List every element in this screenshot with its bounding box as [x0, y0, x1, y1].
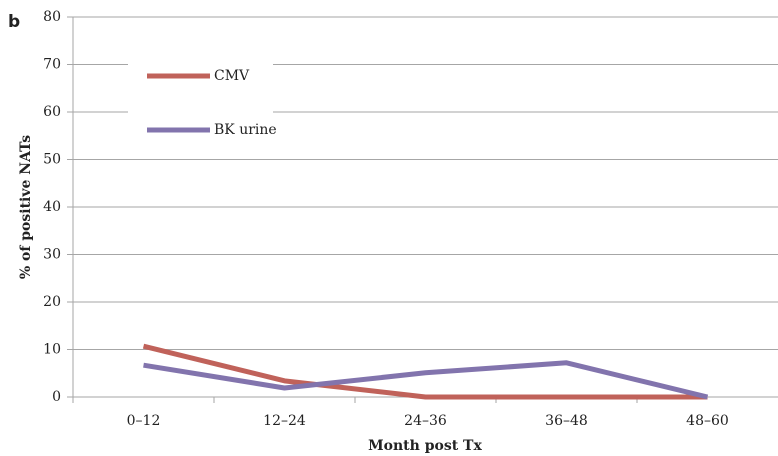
y-tick-label: 0 [52, 389, 61, 405]
legend-label: BK urine [214, 122, 277, 138]
y-tick-label: 50 [43, 152, 61, 168]
x-tick-label: 0–12 [127, 413, 161, 429]
legend-label: CMV [214, 68, 250, 84]
x-axis-title: Month post Tx [368, 438, 482, 454]
x-tick-label: 12–24 [263, 413, 306, 429]
legend-box [128, 40, 273, 152]
y-axis-title: % of positive NATs [18, 135, 34, 279]
x-tick-label: 48–60 [686, 413, 729, 429]
series-line [142, 343, 708, 400]
y-tick-label: 60 [43, 104, 61, 120]
y-tick-label: 40 [43, 199, 61, 215]
y-tick-label: 70 [43, 57, 61, 73]
y-tick-label: 80 [43, 9, 61, 25]
panel-label: b [8, 12, 20, 32]
series-line [143, 360, 709, 400]
y-tick-label: 10 [43, 342, 61, 358]
x-tick-label: 24–36 [404, 413, 447, 429]
y-tick-label: 20 [43, 294, 61, 310]
y-tick-label: 30 [43, 247, 61, 263]
x-tick-label: 36–48 [545, 413, 588, 429]
